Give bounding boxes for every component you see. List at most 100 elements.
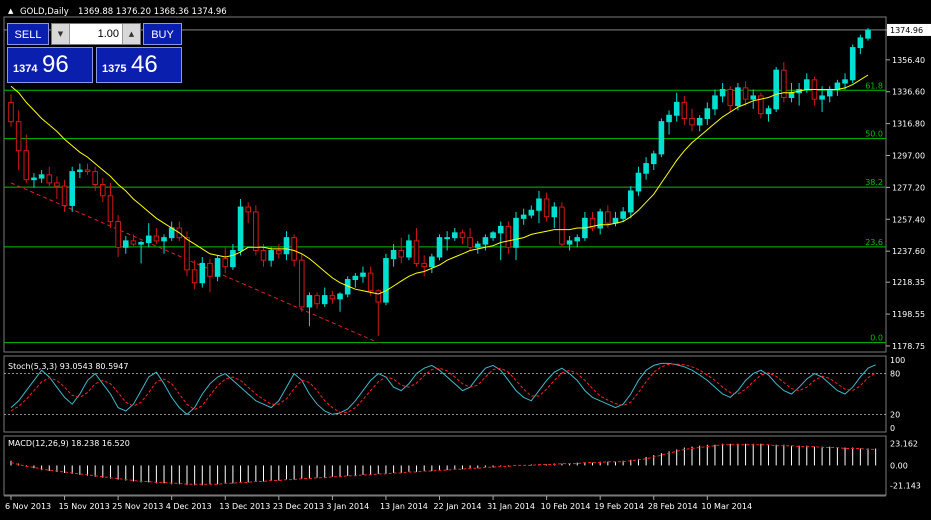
lot-increase-arrow-icon[interactable]: ▲	[122, 24, 140, 44]
price-tick-label: 1336.60	[892, 88, 925, 97]
candle-body	[367, 272, 374, 292]
ask-price-button[interactable]: 1375 46	[96, 47, 182, 83]
lot-size-input[interactable]: ▼ 1.00 ▲	[51, 23, 141, 45]
fib-level-label: 38.2	[865, 178, 883, 187]
current-price-label: 1374.96	[890, 26, 923, 35]
candle-body	[681, 101, 688, 119]
price-tick-label: 1218.35	[892, 278, 925, 287]
sell-button[interactable]: SELL	[7, 23, 49, 45]
candle-body	[406, 240, 412, 258]
candle-body	[589, 217, 596, 229]
ask-price-major: 1375	[102, 63, 127, 75]
candle-body	[77, 169, 83, 173]
time-axis-label: 28 Feb 2014	[648, 502, 698, 511]
fib-level-label: 0.0	[870, 334, 883, 343]
candle-body	[191, 269, 198, 284]
candle-body	[505, 225, 512, 248]
candle-body	[727, 88, 734, 107]
candle-body	[765, 108, 772, 115]
candle-body	[849, 47, 856, 81]
bid-price-pips: 96	[42, 51, 69, 78]
stoch-main-line	[10, 362, 876, 416]
candle-body	[673, 101, 680, 116]
time-axis-label: 22 Jan 2014	[434, 502, 482, 511]
current-price-marker	[887, 23, 931, 36]
candle-body	[298, 259, 305, 308]
candle-body	[383, 258, 389, 303]
candle-body	[696, 117, 703, 126]
candle-body	[559, 206, 565, 245]
time-axis-label: 13 Dec 2013	[219, 502, 270, 511]
price-tick-label: 1356.40	[892, 56, 925, 65]
candle-body	[337, 293, 343, 300]
candle-body	[574, 237, 581, 242]
candle-body	[199, 262, 206, 284]
candle-body	[84, 169, 91, 173]
candle-body	[597, 211, 603, 229]
candle-body	[689, 117, 695, 126]
candle-body	[635, 172, 642, 192]
time-axis-label: 31 Jan 2014	[487, 502, 535, 511]
candle-body	[283, 237, 290, 255]
candle-body	[773, 69, 779, 110]
candle-body	[230, 250, 236, 268]
candle-body	[452, 232, 458, 239]
stoch-tick-label: 100	[890, 356, 905, 365]
macd-panel-frame	[3, 435, 887, 496]
candle-body	[306, 295, 313, 308]
candle-body	[222, 258, 229, 268]
candle-body	[390, 250, 397, 260]
candle-body	[23, 150, 30, 181]
bid-price-button[interactable]: 1374 96	[7, 47, 93, 83]
time-axis-label: 15 Nov 2013	[59, 502, 110, 511]
time-axis-label: 6 Nov 2013	[5, 502, 51, 511]
candle-body	[490, 232, 496, 239]
buy-button[interactable]: BUY	[143, 23, 182, 45]
candle-body	[207, 262, 213, 277]
bid-price-major: 1374	[13, 63, 38, 75]
candle-body	[543, 198, 550, 218]
chart-menu-icon: ▲	[8, 7, 14, 15]
candle-body	[643, 163, 649, 174]
price-tick-label: 1257.40	[892, 215, 925, 224]
candle-body	[291, 237, 297, 261]
price-tick-label: 1316.80	[892, 120, 925, 129]
candle-body	[627, 190, 634, 213]
candle-body	[61, 185, 68, 206]
time-axis-label: 19 Feb 2014	[594, 502, 644, 511]
ask-price-pips: 46	[131, 51, 158, 78]
candle-body	[834, 82, 841, 90]
candle-body	[444, 237, 450, 240]
time-axis-label: 13 Jan 2014	[380, 502, 428, 511]
candle-body	[107, 195, 114, 223]
candle-body	[436, 237, 443, 258]
fib-level-label: 23.6	[865, 238, 883, 247]
candle-body	[497, 225, 504, 234]
candle-body	[750, 95, 757, 100]
candle-body	[474, 243, 481, 248]
candle-body	[819, 95, 825, 100]
time-axis-label: 10 Feb 2014	[541, 502, 591, 511]
candle-body	[276, 250, 282, 255]
candle-body	[122, 240, 129, 248]
candle-body	[421, 262, 427, 268]
candle-body	[260, 250, 267, 261]
lot-decrease-arrow-icon[interactable]: ▼	[52, 24, 70, 44]
candle-body	[398, 250, 405, 258]
candle-body	[605, 211, 611, 224]
candle-body	[153, 235, 160, 242]
time-axis-label: 3 Jan 2014	[326, 502, 369, 511]
candle-body	[459, 232, 466, 239]
candle-body	[237, 206, 244, 252]
candle-body	[214, 258, 221, 277]
candle-body	[161, 237, 167, 242]
candle-body	[666, 114, 672, 123]
stoch-signal-line	[10, 363, 876, 413]
candle-body	[857, 37, 864, 49]
candle-body	[15, 121, 22, 152]
lot-size-value[interactable]: 1.00	[97, 28, 119, 40]
price-tick-label: 1297.00	[892, 152, 925, 161]
stoch-tick-label: 0	[890, 424, 895, 433]
candle-body	[375, 290, 382, 303]
